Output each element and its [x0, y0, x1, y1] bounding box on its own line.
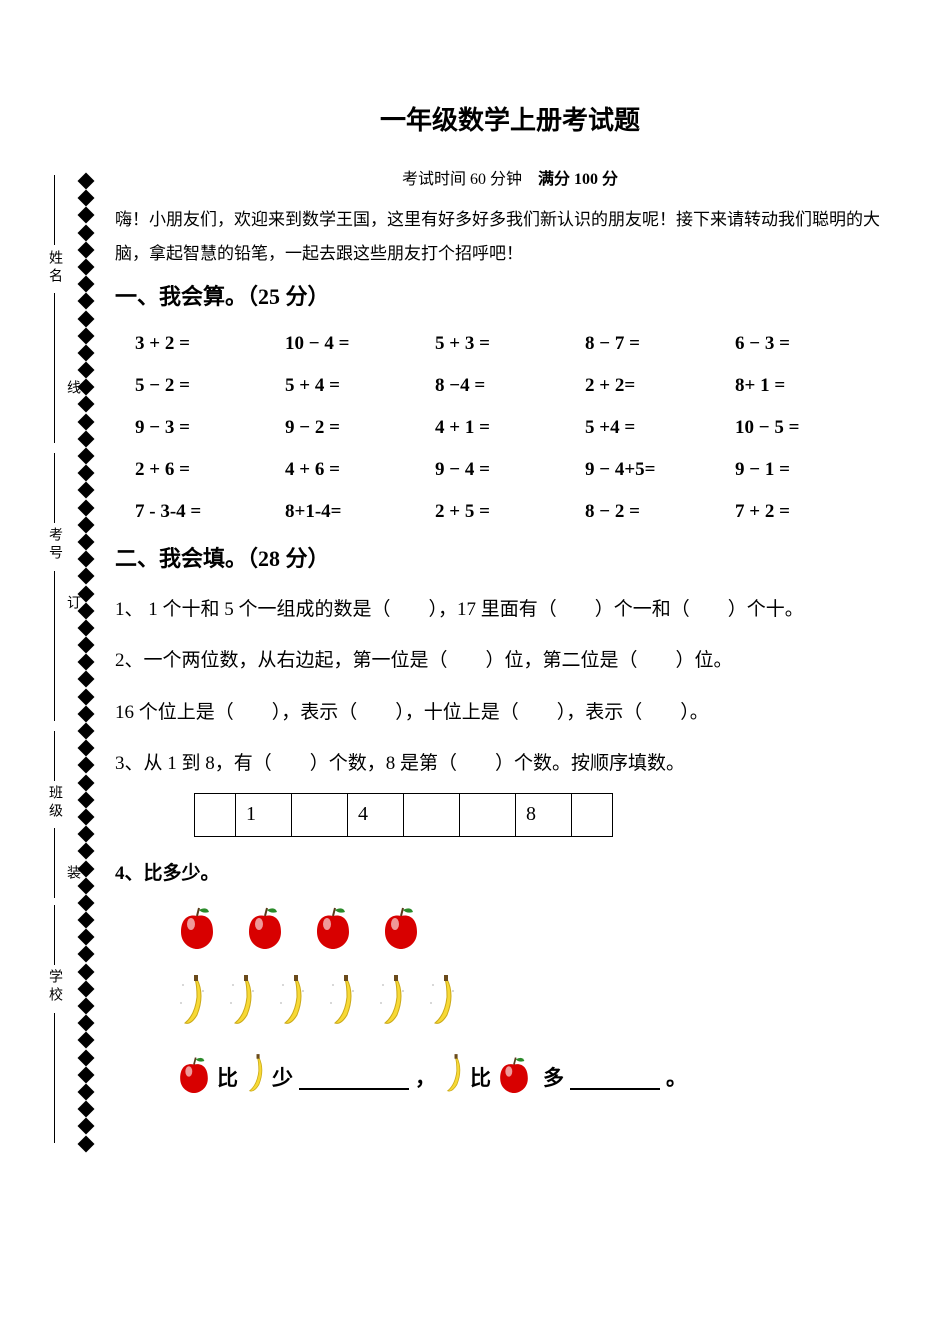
score-info: 满分 100 分 — [538, 171, 618, 188]
banana-icon — [225, 973, 259, 1034]
compare-sentence: 比 少 ， 比 多 。 — [175, 1052, 905, 1102]
compare-duo: 多 — [543, 1062, 564, 1092]
calc-cell: 10 − 5 = — [735, 407, 885, 449]
exam-subtitle: 考试时间 60 分钟 满分 100 分 — [115, 165, 905, 189]
apple-icon — [379, 904, 423, 955]
fill-blank[interactable] — [299, 1068, 409, 1090]
section2-title: 二、我会填。（28 分） — [115, 541, 905, 573]
calc-cell: 9 − 1 = — [735, 449, 885, 491]
seq-cell[interactable] — [571, 793, 613, 837]
label-xian: 线 — [62, 380, 82, 398]
seq-cell[interactable]: 1 — [235, 793, 292, 837]
q2a-text: 2、一个两位数，从右边起，第一位是（ ）位，第二位是（ ）位。 — [115, 636, 905, 685]
label-name: 姓名 — [44, 250, 64, 286]
compare-period: 。 — [666, 1062, 687, 1092]
calc-cell: 9 − 2 = — [285, 407, 435, 449]
seq-cell[interactable]: 4 — [347, 793, 404, 837]
diamond-border — [80, 175, 94, 1150]
fill-blank[interactable] — [570, 1068, 660, 1090]
calc-cell: 5 +4 = — [585, 407, 735, 449]
q1-text: 1、 1 个十和 5 个一组成的数是（ ），17 里面有（ ）个一和（ ）个十。 — [115, 585, 905, 634]
calc-cell: 8+ 1 = — [735, 365, 885, 407]
calc-cell: 8 − 7 = — [585, 323, 735, 365]
banana-icon — [375, 973, 409, 1034]
banana-icon — [175, 973, 209, 1034]
seq-cell[interactable]: 8 — [515, 793, 572, 837]
calc-cell: 2 + 2= — [585, 365, 735, 407]
sequence-boxes: 1 4 8 — [195, 793, 905, 837]
banana-row — [175, 973, 905, 1034]
calc-cell: 5 + 3 = — [435, 323, 585, 365]
seq-cell[interactable] — [291, 793, 348, 837]
calc-cell: 8+1-4= — [285, 491, 435, 533]
label-school: 学校 — [44, 969, 64, 1005]
banana-icon — [440, 1052, 466, 1102]
label-zhuang: 装 — [62, 865, 82, 883]
calc-cell: 6 − 3 = — [735, 323, 885, 365]
calc-cell: 8 −4 = — [435, 365, 585, 407]
calc-cell: 2 + 5 = — [435, 491, 585, 533]
calc-cell: 3 + 2 = — [135, 323, 285, 365]
apple-icon — [495, 1054, 533, 1100]
calc-grid: 3 + 2 = 10 − 4 = 5 + 3 = 8 − 7 = 6 − 3 =… — [135, 323, 885, 533]
banana-icon — [325, 973, 359, 1034]
calc-cell: 9 − 4 = — [435, 449, 585, 491]
apple-icon — [175, 1054, 213, 1100]
exam-title: 一年级数学上册考试题 — [115, 100, 905, 137]
compare-bi: 比 — [470, 1062, 491, 1092]
calc-cell: 4 + 6 = — [285, 449, 435, 491]
calc-cell: 10 − 4 = — [285, 323, 435, 365]
calc-cell: 5 − 2 = — [135, 365, 285, 407]
apple-row — [175, 904, 905, 955]
apple-icon — [175, 904, 219, 955]
banana-icon — [242, 1052, 268, 1102]
calc-cell: 9 − 3 = — [135, 407, 285, 449]
exam-content: 一年级数学上册考试题 考试时间 60 分钟 满分 100 分 嗨！小朋友们，欢迎… — [115, 100, 905, 1102]
q2b-text: 16 个位上是（ ），表示（ ），十位上是（ ），表示（ ）。 — [115, 688, 905, 737]
compare-shao: 少 — [272, 1062, 293, 1092]
label-class: 班级 — [44, 785, 64, 821]
time-info: 考试时间 60 分钟 — [402, 171, 522, 188]
intro-text: 嗨！小朋友们，欢迎来到数学王国，这里有好多好多我们新认识的朋友呢！接下来请转动我… — [115, 203, 905, 271]
q4-title: 4、比多少。 — [115, 851, 905, 897]
calc-cell: 5 + 4 = — [285, 365, 435, 407]
calc-cell: 2 + 6 = — [135, 449, 285, 491]
label-ding: 订 — [62, 595, 82, 613]
binding-margin: 姓名 线 考号 订 班级 装 学校 — [50, 175, 110, 1150]
banana-icon — [425, 973, 459, 1034]
calc-cell: 7 - 3-4 = — [135, 491, 285, 533]
seq-cell[interactable] — [459, 793, 516, 837]
calc-cell: 7 + 2 = — [735, 491, 885, 533]
calc-cell: 4 + 1 = — [435, 407, 585, 449]
label-examno: 考号 — [44, 527, 64, 563]
calc-cell: 9 − 4+5= — [585, 449, 735, 491]
seq-cell[interactable] — [194, 793, 236, 837]
apple-icon — [243, 904, 287, 955]
calc-cell: 8 − 2 = — [585, 491, 735, 533]
seq-cell[interactable] — [403, 793, 460, 837]
compare-comma: ， — [415, 1062, 436, 1092]
q3-text: 3、从 1 到 8，有（ ）个数，8 是第（ ）个数。按顺序填数。 — [115, 739, 905, 788]
banana-icon — [275, 973, 309, 1034]
section1-title: 一、我会算。（25 分） — [115, 279, 905, 311]
compare-bi: 比 — [217, 1062, 238, 1092]
apple-icon — [311, 904, 355, 955]
